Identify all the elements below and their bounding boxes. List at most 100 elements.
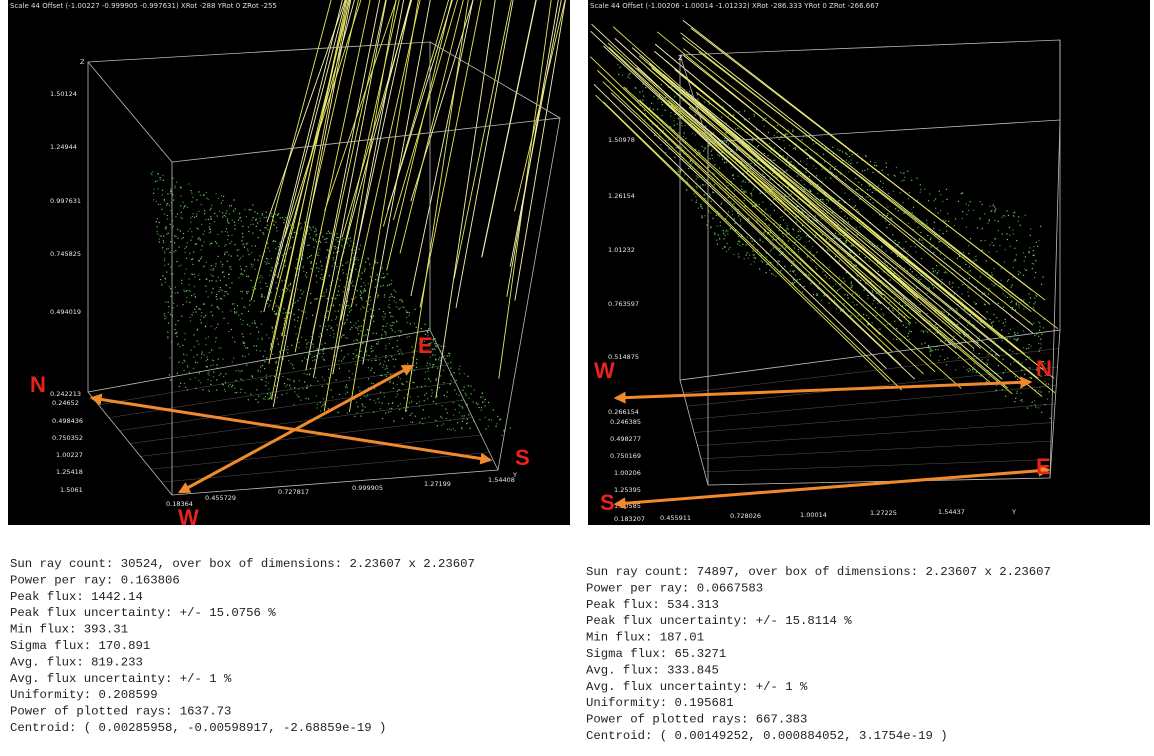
ray-hit-point [237,305,238,306]
ray-hit-point [380,375,381,376]
ray-hit-point [917,227,918,228]
ray-hit-point [247,249,248,250]
ray-hit-point [1034,335,1035,336]
ray-hit-point [910,269,911,270]
ray-hit-point [888,307,889,308]
ray-hit-point [213,364,214,365]
ray-hit-point [959,318,960,319]
ray-hit-point [430,364,431,365]
x-tick-label: 1.54437 [938,508,965,516]
ray-hit-point [435,355,436,356]
ray-hit-point [359,390,360,391]
ray-hit-point [991,350,992,351]
ray-hit-point [860,280,861,281]
x-tick-label: 1.54408 [488,476,515,484]
ray-hit-point [177,344,178,345]
ray-hit-point [897,256,898,257]
ray-hit-point [817,193,818,194]
x-tick-label: 1.27199 [424,480,451,488]
ray-hit-point [358,387,359,388]
ray-hit-point [711,201,712,202]
ray-hit-point [782,216,783,217]
x-tick-label: 1.27225 [870,509,897,517]
z-tick-label: 1.50978 [608,136,635,144]
ray-hit-point [806,164,807,165]
ray-hit-point [366,354,367,355]
ray-hit-point [383,364,384,365]
ray-hit-point [211,243,212,244]
ray-hit-point [841,211,842,212]
ray-hit-point [773,274,774,275]
ray-hit-point [308,245,309,246]
ray-hit-point [660,144,661,145]
ray-hit-point [364,288,365,289]
ray-hit-point [216,327,217,328]
ray-hit-point [1013,267,1014,268]
ray-hit-point [817,295,818,296]
ray-hit-point [383,311,384,312]
ray-hit-point [421,386,422,387]
ray-hit-point [804,184,805,185]
ray-hit-point [998,303,999,304]
ray-hit-point [770,179,771,180]
ray-hit-point [222,216,223,217]
ray-hit-point [392,347,393,348]
ray-hit-point [1039,349,1040,350]
ray-hit-point [317,404,318,405]
ray-hit-point [254,320,255,321]
ray-hit-point [1007,281,1008,282]
ray-hit-point [1016,303,1017,304]
ray-hit-point [872,192,873,193]
ray-hit-point [755,205,756,206]
ray-hit-point [362,306,363,307]
ray-hit-point [333,259,334,260]
ray-hit-point [309,256,310,257]
ray-hit-point [963,252,964,253]
ray-hit-point [451,380,452,381]
ray-hit-point [431,389,432,390]
ray-hit-point [312,360,313,361]
ray-hit-point [998,230,999,231]
ray-hit-point [193,334,194,335]
ray-hit-point [310,385,311,386]
ray-hit-point [175,324,176,325]
ray-hit-point [677,137,678,138]
ray-hit-point [995,238,996,239]
ray-hit-point [720,222,721,223]
ray-hit-point [173,307,174,308]
ray-hit-point [173,225,174,226]
ray-hit-point [358,320,359,321]
ray-hit-point [909,324,910,325]
ray-hit-point [1010,302,1011,303]
ray-hit-point [236,312,237,313]
ray-hit-point [988,252,989,253]
ray-hit-point [1001,330,1002,331]
ray-hit-point [385,326,386,327]
z-axis-title: Z [678,54,683,62]
ray-hit-point [245,347,246,348]
ray-hit-point [823,154,824,155]
ray-hit-point [1008,333,1009,334]
ray-hit-point [189,302,190,303]
ray-hit-point [868,261,869,262]
ray-hit-point [315,228,316,229]
ray-hit-point [982,204,983,205]
ray-hit-point [356,412,357,413]
ray-hit-point [197,228,198,229]
ray-hit-point [166,204,167,205]
ray-hit-point [1040,343,1041,344]
ray-hit-point [240,217,241,218]
ray-hit-point [781,270,782,271]
ray-hit-point [1038,321,1039,322]
ray-hit-point [930,239,931,240]
ray-hit-point [1033,307,1034,308]
ray-hit-point [860,319,861,320]
ray-hit-point [358,326,359,327]
ray-hit-point [958,201,959,202]
ray-hit-point [1017,333,1018,334]
ray-hit-point [829,250,830,251]
ray-hit-point [412,422,413,423]
ray-hit-point [380,286,381,287]
ray-hit-point [225,252,226,253]
ray-hit-point [275,222,276,223]
